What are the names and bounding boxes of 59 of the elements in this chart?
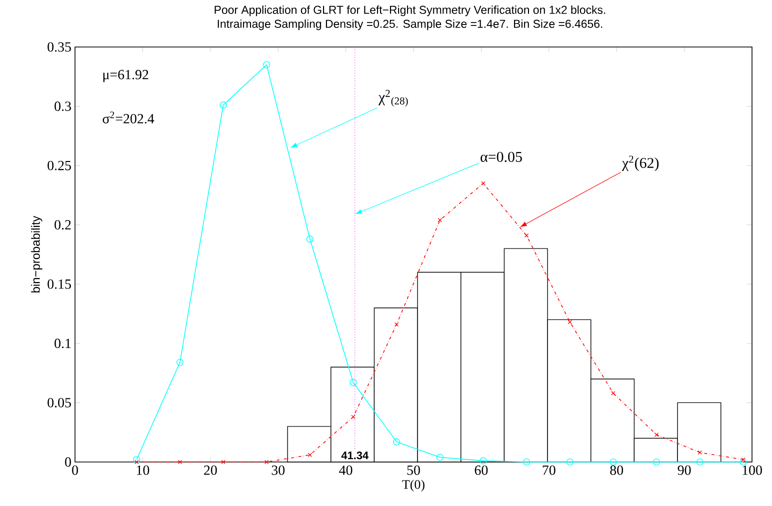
x-tick-label: 10 — [136, 466, 150, 475]
annotation: χ$^{2}$(28) — [378, 90, 408, 107]
point — [221, 460, 226, 464]
point — [263, 61, 270, 68]
y-tick-label: 0.15 — [48, 279, 71, 289]
y-tick-label: 0.2 — [54, 220, 71, 230]
point — [178, 460, 182, 464]
point — [351, 414, 356, 420]
point — [611, 391, 616, 396]
point — [220, 102, 227, 109]
point — [568, 320, 572, 324]
point — [306, 236, 314, 243]
point — [480, 457, 487, 464]
x-tick-label: 30 — [272, 466, 285, 475]
y-tick-label: 0.05 — [48, 398, 71, 408]
point — [438, 218, 442, 222]
point — [654, 432, 659, 437]
point — [308, 452, 312, 457]
x-tick-label: 90 — [678, 466, 691, 475]
annotation: σ$^{2}$=202.4 — [102, 112, 154, 124]
x-tick-label: 50 — [407, 466, 420, 475]
y-tick-label: 0.3 — [54, 102, 71, 112]
y-tick-label: 0.35 — [48, 42, 71, 52]
point — [176, 358, 184, 366]
point — [264, 460, 269, 464]
y-tick-label: 0 — [65, 457, 71, 467]
y-tick-label: 0.1 — [54, 338, 71, 348]
point — [350, 379, 357, 386]
point — [436, 454, 444, 461]
x-tick-label: 40 — [339, 466, 352, 475]
point — [653, 458, 660, 466]
point — [394, 322, 399, 327]
point — [523, 458, 530, 466]
x-tick-label: 80 — [610, 466, 624, 475]
point — [524, 233, 529, 238]
x-tick-label: 20 — [204, 466, 217, 475]
x-tick-label: 100 — [742, 466, 762, 475]
x-tick-label: 70 — [542, 466, 556, 475]
chart-title: Poor Application of GLRT for Left−Right Symmetry Verification on 1x2 blocks. — [214, 6, 606, 16]
annotation: χ$^{2}$(62) — [622, 156, 659, 172]
point — [481, 181, 486, 186]
y-axis-title: bin−probability — [31, 216, 42, 292]
ref-line-label: 41.34 — [341, 452, 369, 460]
point — [740, 458, 747, 466]
point — [698, 450, 702, 455]
point — [566, 458, 574, 466]
point — [393, 438, 400, 446]
chart-subtitle: Intraimage Sampling Density =0.25. Sample Size =1.4e7. Bin Size =6.4656. — [218, 19, 602, 30]
annotation: α=0.05 — [480, 152, 522, 162]
x-tick-label: 60 — [474, 466, 488, 475]
point — [741, 458, 746, 462]
point — [696, 458, 704, 466]
point — [134, 460, 139, 464]
x-axis-title: T(0) — [402, 480, 424, 492]
x-tick-label: 0 — [72, 466, 78, 475]
y-tick-label: 0.25 — [48, 160, 71, 170]
point — [133, 456, 140, 464]
point — [610, 458, 617, 466]
annotation: μ=61.92 — [103, 70, 148, 82]
